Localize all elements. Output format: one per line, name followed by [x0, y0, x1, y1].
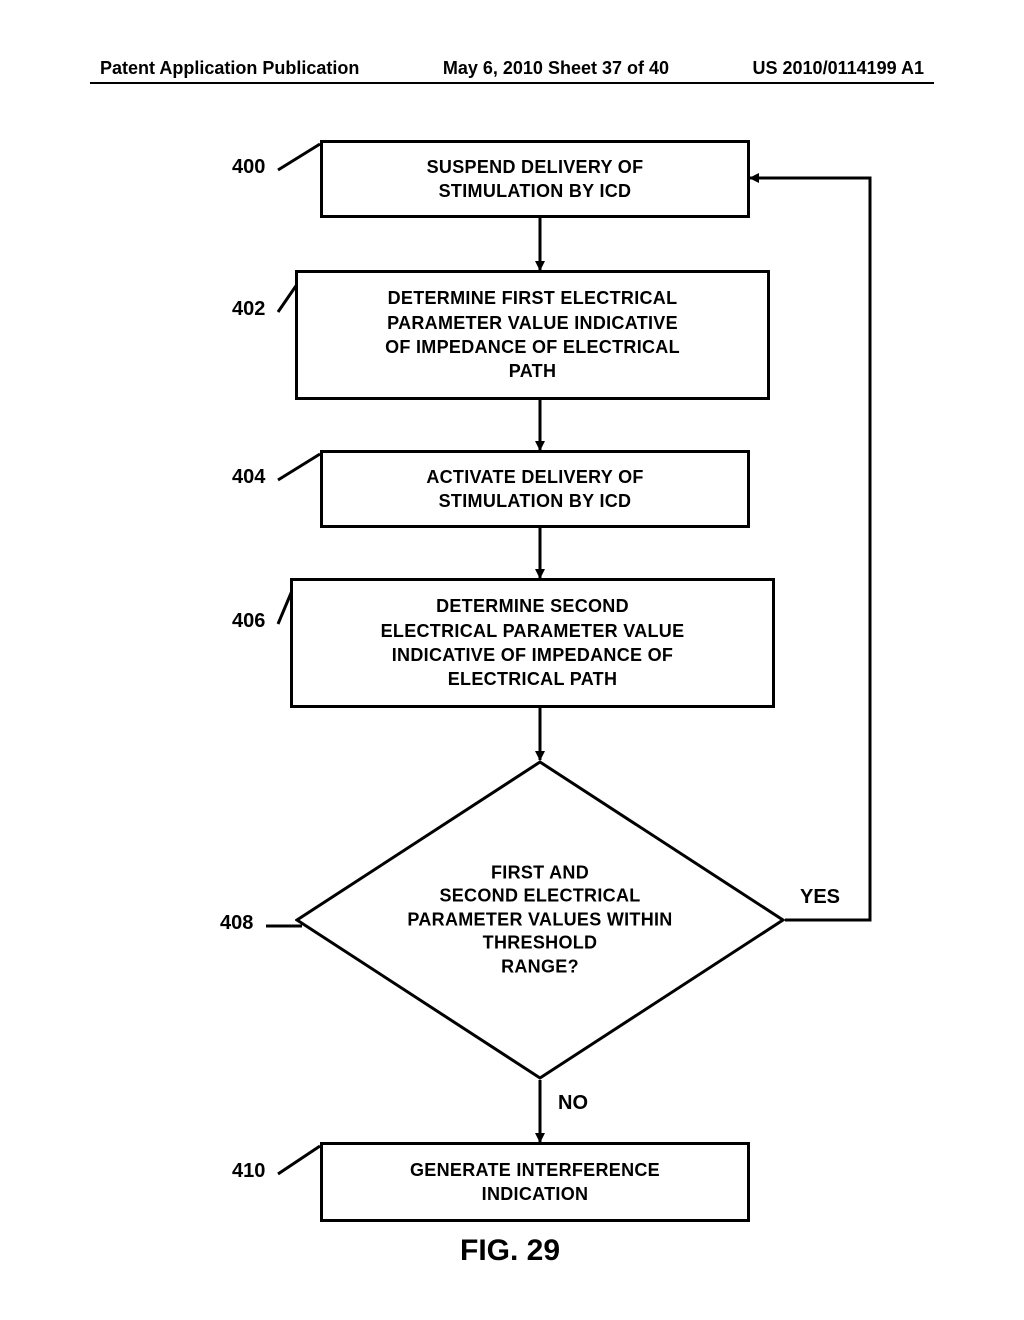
- process-suspend-delivery: SUSPEND DELIVERY OFSTIMULATION BY ICD: [320, 140, 750, 218]
- ref-label-408: 408: [220, 912, 253, 935]
- header-left: Patent Application Publication: [100, 58, 359, 79]
- flowchart: SUSPEND DELIVERY OFSTIMULATION BY ICD 40…: [0, 120, 1024, 1270]
- ref-label-400: 400: [232, 156, 265, 179]
- process-text: GENERATE INTERFERENCEINDICATION: [410, 1158, 660, 1207]
- ref-label-402: 402: [232, 298, 265, 321]
- ref-label-404: 404: [232, 466, 265, 489]
- edge-label-no: NO: [558, 1092, 588, 1115]
- page-header: Patent Application Publication May 6, 20…: [0, 58, 1024, 79]
- edge-label-yes: YES: [800, 886, 840, 909]
- figure-caption: FIG. 29: [460, 1234, 560, 1268]
- ref-label-406: 406: [232, 610, 265, 633]
- header-rule: [90, 82, 934, 84]
- decision-text: FIRST ANDSECOND ELECTRICALPARAMETER VALU…: [407, 862, 672, 979]
- process-activate-delivery: ACTIVATE DELIVERY OFSTIMULATION BY ICD: [320, 450, 750, 528]
- header-center: May 6, 2010 Sheet 37 of 40: [443, 58, 669, 79]
- process-determine-second: DETERMINE SECONDELECTRICAL PARAMETER VAL…: [290, 578, 775, 708]
- process-text: DETERMINE SECONDELECTRICAL PARAMETER VAL…: [381, 594, 685, 691]
- process-determine-first: DETERMINE FIRST ELECTRICALPARAMETER VALU…: [295, 270, 770, 400]
- process-text: DETERMINE FIRST ELECTRICALPARAMETER VALU…: [385, 286, 680, 383]
- process-generate-interference: GENERATE INTERFERENCEINDICATION: [320, 1142, 750, 1222]
- process-text: SUSPEND DELIVERY OFSTIMULATION BY ICD: [427, 155, 644, 204]
- ref-label-410: 410: [232, 1160, 265, 1183]
- header-right: US 2010/0114199 A1: [753, 58, 924, 79]
- process-text: ACTIVATE DELIVERY OFSTIMULATION BY ICD: [426, 465, 643, 514]
- decision-threshold-range: FIRST ANDSECOND ELECTRICALPARAMETER VALU…: [295, 760, 785, 1080]
